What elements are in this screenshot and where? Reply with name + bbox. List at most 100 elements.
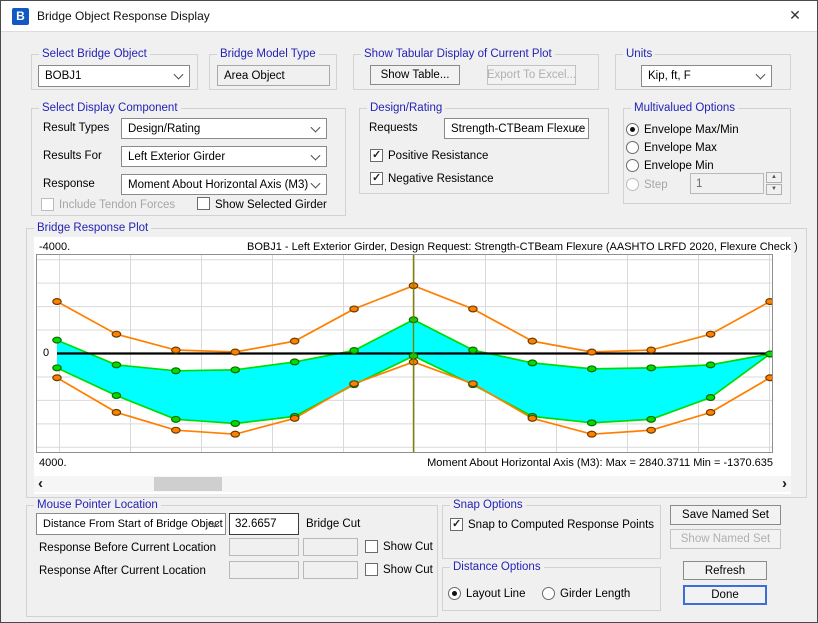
plot-stats: Moment About Horizontal Axis (M3): Max =…	[427, 457, 773, 469]
results-for-value: Left Exterior Girder	[128, 150, 226, 163]
requests-label: Requests	[369, 122, 418, 134]
requests-value: Strength-CTBeam Flexure	[451, 122, 586, 135]
show-table-button[interactable]: Show Table...	[370, 65, 460, 85]
chevron-down-icon	[755, 69, 766, 80]
app-icon: B	[12, 8, 29, 25]
export-to-excel-button: Export To Excel...	[487, 65, 576, 85]
units-combobox[interactable]: Kip, ft, F	[641, 65, 772, 87]
bridge-cut-input[interactable]: 32.6657	[229, 513, 299, 535]
response-after-location-field	[303, 561, 358, 579]
bridge-cut-value: 32.6657	[235, 518, 277, 530]
snap-to-response-points-checkbox[interactable]	[450, 517, 463, 531]
girder-length-label: Girder Length	[560, 588, 631, 600]
envelope-maxmin-label: Envelope Max/Min	[644, 124, 739, 136]
bridge-model-type-field: Area Object	[217, 65, 330, 86]
select-display-component-group: Select Display Component	[31, 102, 346, 216]
envelope-min-label: Envelope Min	[644, 160, 714, 172]
units-group: Units	[615, 48, 791, 90]
snap-options-label: Snap Options	[450, 499, 526, 512]
scrollbar-thumb[interactable]	[154, 477, 222, 491]
response-before-location-field	[303, 538, 358, 556]
tabular-display-label: Show Tabular Display of Current Plot	[361, 48, 555, 61]
step-label: Step	[644, 179, 668, 191]
negative-resistance-label: Negative Resistance	[388, 173, 494, 185]
result-types-label: Result Types	[43, 122, 110, 134]
plot-title: BOBJ1 - Left Exterior Girder, Design Req…	[247, 241, 798, 253]
bridge-response-plot-group: Bridge Response Plot	[26, 222, 807, 498]
save-named-set-button[interactable]: Save Named Set	[670, 505, 781, 525]
step-radio	[626, 178, 639, 191]
multivalued-options-label: Multivalued Options	[631, 102, 738, 115]
units-value: Kip, ft, F	[648, 70, 691, 82]
snap-options-group: Snap Options	[442, 499, 661, 559]
bridge-object-combobox[interactable]: BOBJ1	[38, 65, 190, 87]
refresh-button[interactable]: Refresh	[683, 561, 767, 580]
response-combobox[interactable]: Moment About Horizontal Axis (M3)	[121, 174, 327, 195]
positive-resistance-checkbox[interactable]	[370, 148, 383, 162]
pointer-mode-value: Distance From Start of Bridge Object	[43, 518, 223, 530]
response-before-label: Response Before Current Location	[39, 542, 217, 554]
response-after-label: Response After Current Location	[39, 565, 206, 577]
select-bridge-object-label: Select Bridge Object	[39, 48, 150, 61]
select-bridge-object-group: Select Bridge Object	[31, 48, 198, 90]
spinner-up-icon: ▲	[766, 172, 782, 183]
window-title: Bridge Object Response Display	[37, 9, 210, 23]
select-display-component-label: Select Display Component	[39, 102, 181, 115]
plot-horizontal-scrollbar[interactable]: ‹ ›	[34, 476, 791, 492]
include-tendon-forces-checkbox	[41, 198, 54, 211]
scroll-left-icon[interactable]: ‹	[38, 475, 43, 492]
bridge-model-type-label: Bridge Model Type	[217, 48, 319, 61]
results-for-combobox[interactable]: Left Exterior Girder	[121, 146, 327, 167]
design-rating-group: Design/Rating	[359, 102, 609, 194]
plot-grid-svg	[37, 255, 772, 452]
step-spinner: ▲ ▼	[766, 172, 782, 195]
response-after-value-field	[229, 561, 299, 579]
pointer-mode-combobox[interactable]: Distance From Start of Bridge Object	[36, 513, 226, 535]
y-axis-bottom-tick: 4000.	[39, 457, 67, 469]
show-cut-before-checkbox[interactable]	[365, 540, 378, 553]
response-before-value-field	[229, 538, 299, 556]
layout-line-radio[interactable]	[448, 587, 461, 600]
envelope-maxmin-radio[interactable]	[626, 123, 639, 136]
chevron-down-icon	[310, 178, 321, 189]
result-types-value: Design/Rating	[128, 122, 201, 135]
positive-resistance-label: Positive Resistance	[388, 150, 489, 162]
envelope-max-label: Envelope Max	[644, 142, 717, 154]
response-label: Response	[43, 178, 95, 190]
title-bar: B Bridge Object Response Display ✕	[1, 1, 817, 32]
bridge-object-value: BOBJ1	[45, 70, 82, 82]
bridge-model-type-value: Area Object	[224, 69, 285, 82]
mouse-pointer-location-label: Mouse Pointer Location	[34, 499, 161, 512]
show-cut-after-checkbox[interactable]	[365, 563, 378, 576]
tabular-display-group: Show Tabular Display of Current Plot	[353, 48, 599, 90]
show-selected-girder-checkbox[interactable]	[197, 197, 210, 210]
plot-grid-area[interactable]	[36, 254, 773, 453]
girder-length-radio[interactable]	[542, 587, 555, 600]
distance-options-group: Distance Options	[442, 561, 661, 611]
result-types-combobox[interactable]: Design/Rating	[121, 118, 327, 139]
distance-options-label: Distance Options	[450, 561, 544, 574]
scroll-right-icon[interactable]: ›	[782, 475, 787, 492]
envelope-max-radio[interactable]	[626, 141, 639, 154]
app-icon-letter: B	[16, 9, 25, 23]
include-tendon-forces-label: Include Tendon Forces	[59, 199, 176, 211]
envelope-min-radio[interactable]	[626, 159, 639, 172]
show-selected-girder-label: Show Selected Girder	[215, 199, 327, 211]
negative-resistance-checkbox[interactable]	[370, 171, 383, 185]
show-cut-after-label: Show Cut	[383, 564, 433, 576]
done-button[interactable]: Done	[683, 585, 767, 605]
bridge-response-plot-label: Bridge Response Plot	[34, 222, 152, 235]
y-axis-zero-tick: 0	[43, 347, 50, 359]
chevron-down-icon	[310, 122, 321, 133]
step-input: 1	[690, 173, 764, 194]
y-axis-top-tick: -4000.	[39, 241, 71, 253]
multivalued-options-group: Multivalued Options	[623, 102, 791, 204]
requests-combobox[interactable]: Strength-CTBeam Flexure	[444, 118, 589, 139]
bridge-cut-label: Bridge Cut	[306, 518, 361, 530]
show-named-set-button: Show Named Set	[670, 529, 781, 549]
spinner-down-icon: ▼	[766, 184, 782, 195]
close-icon[interactable]: ✕	[789, 7, 801, 23]
results-for-label: Results For	[43, 150, 102, 162]
snap-to-response-points-label: Snap to Computed Response Points	[468, 519, 655, 531]
